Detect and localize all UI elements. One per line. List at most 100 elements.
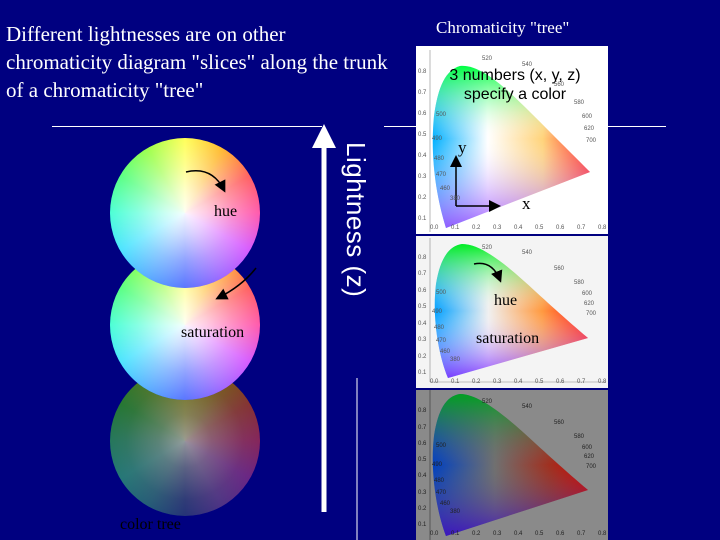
- wavelength-label: 540: [522, 250, 533, 256]
- y-tick-label: 0.2: [418, 195, 427, 201]
- color-tree-caption: color tree: [120, 516, 181, 533]
- y-tick-label: 0.4: [418, 320, 427, 327]
- y-tick-label: 0.5: [418, 132, 427, 138]
- y-tick-label: 0.1: [418, 216, 427, 222]
- x-tick-label: 0.7: [577, 531, 586, 537]
- wavelength-label: 620: [584, 126, 595, 132]
- wavelength-label: 580: [574, 100, 585, 106]
- y-tick-label: 0.3: [418, 489, 427, 496]
- wavelength-label: 480: [434, 478, 445, 484]
- slide-heading-right: Chromaticity "tree": [436, 18, 570, 37]
- x-tick-label: 0.4: [514, 379, 523, 385]
- x-tick-label: 0.2: [472, 379, 481, 385]
- x-tick-label: 0.3: [493, 379, 502, 385]
- y-tick-label: 0.1: [418, 522, 427, 528]
- wavelength-label: 700: [586, 311, 597, 317]
- wavelength-label: 600: [582, 291, 593, 297]
- wavelength-label: 380: [450, 196, 461, 202]
- x-tick-label: 0.4: [514, 225, 523, 231]
- y-tick-label: 0.6: [418, 440, 427, 447]
- wavelength-label: 580: [574, 280, 585, 286]
- lightness-axis-label: Lightness (z): [341, 142, 371, 298]
- callout-text: 3 numbers (x, y, z) specify a color: [449, 67, 581, 103]
- wavelength-label: 580: [574, 434, 585, 440]
- color-wheel-top: [110, 138, 260, 288]
- axis-y-label: y: [458, 138, 467, 157]
- wavelength-label: 540: [522, 62, 533, 68]
- y-tick-label: 0.7: [418, 271, 427, 277]
- x-tick-label: 0.6: [556, 225, 565, 231]
- lightness-arrow-head: [312, 124, 336, 148]
- slide-heading-left: Different lightnesses are on other chrom…: [6, 22, 388, 102]
- wavelength-label: 380: [450, 357, 461, 363]
- wavelength-label: 620: [584, 454, 595, 460]
- y-tick-label: 0.8: [418, 254, 427, 261]
- wavelength-label: 490: [432, 309, 443, 315]
- wavelength-label: 470: [436, 338, 447, 344]
- wavelength-label: 540: [522, 404, 533, 410]
- x-tick-label: 0.5: [535, 379, 544, 385]
- wavelength-label: 500: [436, 112, 447, 118]
- wheel-arrows: [185, 170, 257, 300]
- xy-axes: [450, 155, 501, 212]
- x-tick-label: 0.0: [430, 531, 439, 537]
- wavelength-label: 500: [436, 443, 447, 449]
- x-tick-label: 0.7: [577, 225, 586, 231]
- wavelength-label: 600: [582, 114, 593, 120]
- x-tick-label: 0.0: [430, 379, 439, 385]
- wavelength-label: 520: [482, 399, 493, 405]
- y-tick-label: 0.7: [418, 424, 427, 431]
- y-tick-label: 0.2: [418, 353, 427, 360]
- x-tick-label: 0.2: [472, 531, 481, 537]
- wavelength-label: 520: [482, 245, 493, 251]
- wavelength-label: 520: [482, 56, 493, 62]
- x-tick-label: 0.5: [535, 531, 544, 537]
- x-tick-label: 0.3: [493, 225, 502, 231]
- x-tick-label: 0.4: [514, 531, 523, 537]
- wavelength-label: 700: [586, 138, 597, 144]
- wavelength-label: 700: [586, 464, 597, 470]
- y-tick-label: 0.5: [418, 457, 427, 463]
- wavelength-label: 600: [582, 445, 593, 451]
- wheel-hue-label: hue: [214, 203, 238, 220]
- saturation-arrow: [215, 267, 257, 300]
- chromaticity-panel-top: 3 numbers (x, y, z) specify a color y x …: [416, 46, 608, 234]
- y-tick-label: 0.5: [418, 304, 427, 310]
- color-wheel-middle: [110, 250, 260, 400]
- y-tick-label: 0.6: [418, 111, 427, 117]
- middle-saturation-label: saturation: [476, 330, 540, 347]
- wavelength-label: 560: [554, 266, 565, 272]
- wavelength-label: 560: [554, 420, 565, 426]
- wavelength-label: 470: [436, 490, 447, 496]
- x-tick-label: 0.1: [451, 379, 460, 385]
- y-tick-label: 0.6: [418, 287, 427, 294]
- wavelength-label: 620: [584, 301, 595, 307]
- chromaticity-diagram-top: [429, 50, 590, 232]
- y-tick-label: 0.1: [418, 370, 427, 376]
- wavelength-label: 480: [434, 325, 445, 331]
- x-tick-label: 0.6: [556, 379, 565, 385]
- wavelength-label: 490: [432, 462, 443, 468]
- x-tick-label: 0.1: [451, 531, 460, 537]
- wavelength-label: 470: [436, 172, 447, 178]
- x-tick-label: 0.0: [430, 225, 439, 231]
- x-tick-label: 0.2: [472, 225, 481, 231]
- y-tick-label: 0.4: [418, 473, 427, 480]
- y-tick-label: 0.7: [418, 90, 427, 96]
- x-tick-label: 0.1: [451, 225, 460, 231]
- divider-left: [52, 126, 322, 127]
- middle-hue-label: hue: [494, 292, 518, 309]
- wavelength-label: 460: [440, 349, 451, 355]
- x-tick-label: 0.8: [598, 225, 607, 231]
- hue-arrow: [185, 170, 226, 193]
- chromaticity-panel-bottom: 0.0 0.1 0.2 0.3 0.4 0.5 0.6 0.7 0.8 0.1 0.2 0.3 0.4 0…: [416, 390, 608, 540]
- x-tick-label: 0.5: [535, 225, 544, 231]
- x-tick-label: 0.7: [577, 379, 586, 385]
- x-tick-label: 0.8: [598, 531, 607, 537]
- y-tick-label: 0.2: [418, 505, 427, 512]
- wavelength-label: 490: [432, 136, 443, 142]
- wavelength-label: 460: [440, 186, 451, 192]
- wavelength-label: 380: [450, 509, 461, 515]
- y-tick-label: 0.3: [418, 174, 427, 180]
- y-tick-label: 0.8: [418, 408, 427, 415]
